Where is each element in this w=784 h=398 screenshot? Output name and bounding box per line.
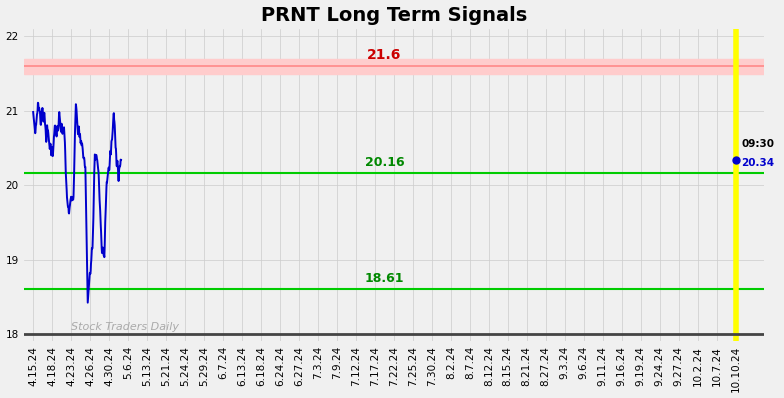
Text: 20.34: 20.34 (741, 158, 775, 168)
Text: Stock Traders Daily: Stock Traders Daily (71, 322, 179, 332)
Point (729, 157, 742, 163)
Title: PRNT Long Term Signals: PRNT Long Term Signals (261, 6, 527, 25)
Bar (24, 59, 764, 74)
Text: 18.61: 18.61 (365, 272, 404, 285)
Text: 09:30: 09:30 (741, 139, 775, 149)
Text: 20.16: 20.16 (365, 156, 405, 170)
Text: 21.6: 21.6 (367, 48, 401, 62)
